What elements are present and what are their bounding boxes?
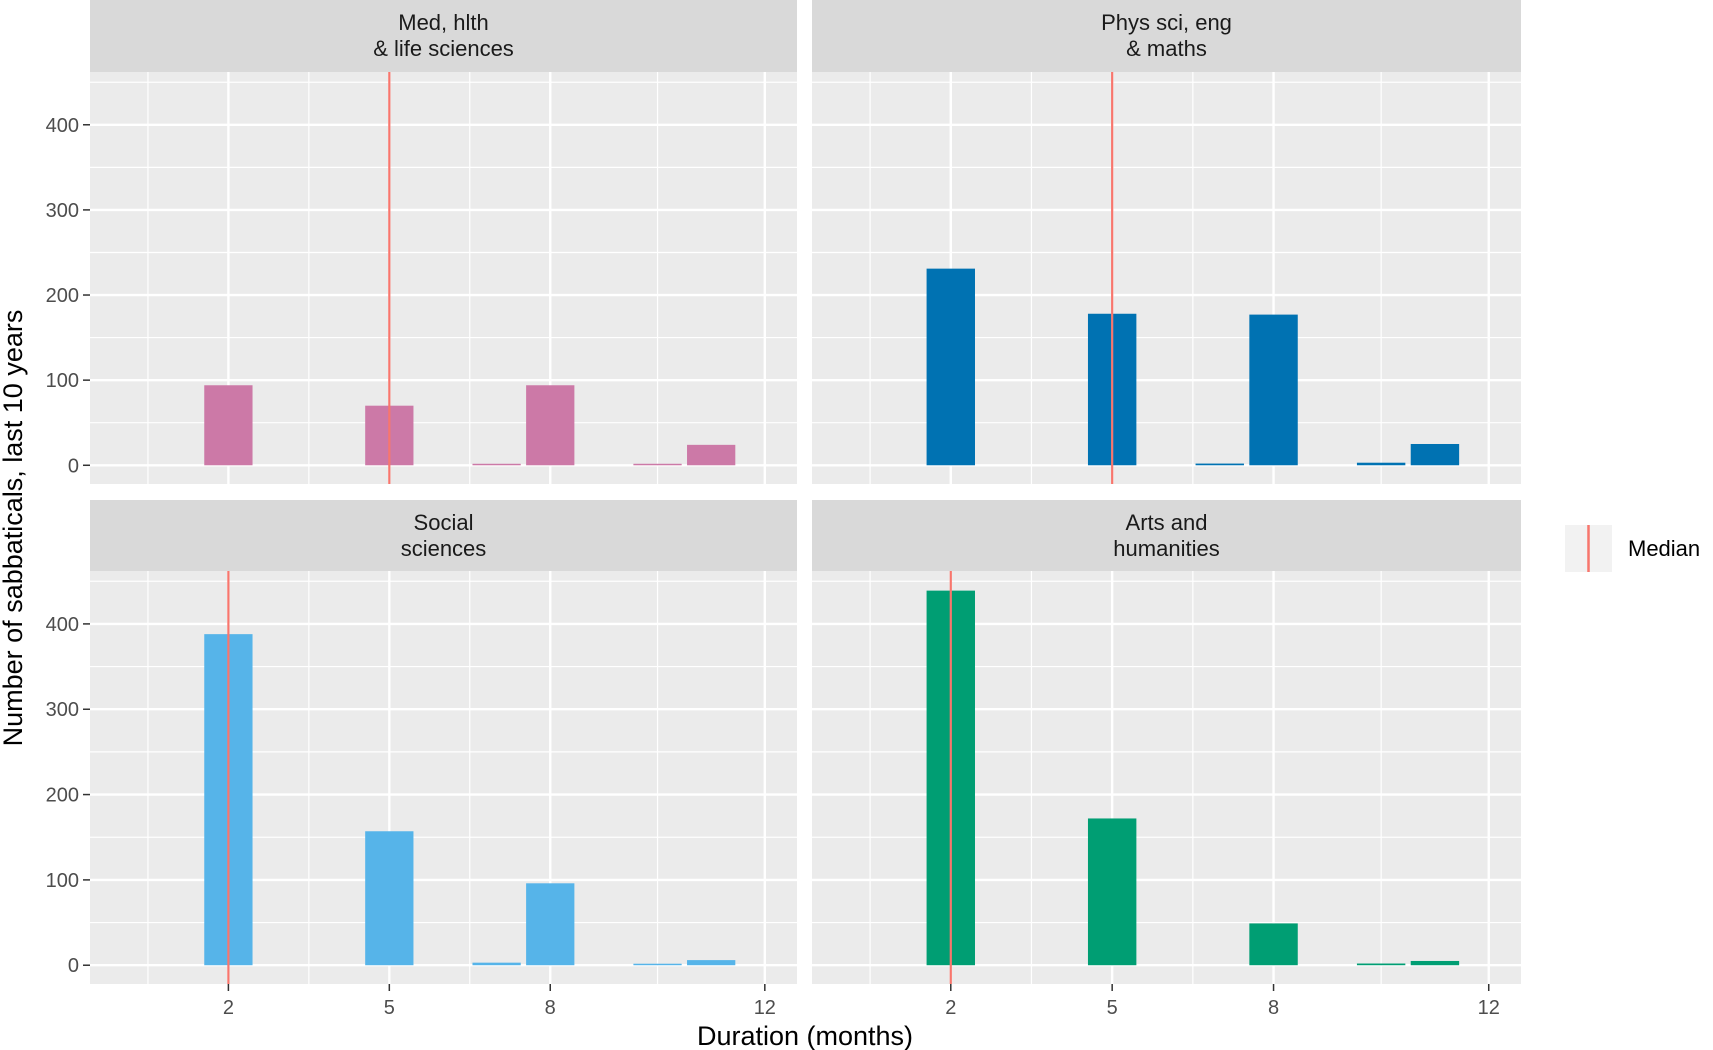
x-tick-label: 12 (1478, 997, 1500, 1019)
y-tick-label: 400 (46, 614, 79, 636)
bar (687, 444, 736, 466)
facet-strip (90, 500, 797, 571)
bar (1249, 923, 1298, 966)
y-tick-label: 400 (46, 115, 79, 137)
facet-panel: Med, hlth& life sciences 0 100 200 300 400 (46, 0, 797, 484)
y-tick-label: 100 (46, 870, 79, 892)
x-axis-title: Duration (months) (697, 1021, 913, 1050)
facet-title: & life sciences (373, 36, 514, 61)
bar (526, 883, 575, 966)
x-tick-label: 5 (1107, 997, 1118, 1019)
facet-strip (812, 0, 1521, 72)
facet-title: humanities (1113, 536, 1219, 561)
facet-title: Med, hlth (398, 10, 489, 35)
facet-title: sciences (401, 536, 487, 561)
y-tick-label: 0 (68, 455, 79, 477)
bar (1356, 963, 1406, 966)
facet-title: & maths (1126, 36, 1207, 61)
y-axis-title: Number of sabbaticals, last 10 years (0, 310, 28, 747)
bar (633, 463, 682, 466)
legend-label-median: Median (1628, 536, 1700, 561)
x-tick-label: 8 (1268, 997, 1279, 1019)
y-tick-label: 300 (46, 200, 79, 222)
y-tick-label: 200 (46, 785, 79, 807)
x-tick-label: 12 (754, 997, 776, 1019)
x-tick-label: 2 (945, 997, 956, 1019)
bar (1087, 818, 1137, 966)
facet-title: Phys sci, eng (1101, 10, 1232, 35)
bar (1410, 960, 1460, 966)
facet-panel: Phys sci, eng& maths (812, 0, 1521, 484)
legend: Median (1565, 525, 1700, 572)
bar (1356, 462, 1406, 466)
y-tick-label: 100 (46, 370, 79, 392)
bar (365, 831, 414, 966)
x-tick-label: 2 (223, 997, 234, 1019)
bar (687, 960, 736, 966)
facet-title: Social (414, 510, 474, 535)
facet-strip (90, 0, 797, 72)
bar (1195, 463, 1244, 466)
bar (472, 962, 521, 966)
bar (204, 385, 253, 466)
y-tick-label: 200 (46, 285, 79, 307)
bar (472, 463, 521, 466)
x-tick-label: 5 (384, 997, 395, 1019)
y-tick-label: 300 (46, 699, 79, 721)
facet-title: Arts and (1126, 510, 1208, 535)
bar (1410, 443, 1460, 466)
bar (926, 268, 975, 466)
bar (633, 963, 682, 966)
y-tick-label: 0 (68, 955, 79, 977)
x-tick-label: 8 (545, 997, 556, 1019)
bar (1249, 314, 1298, 466)
bar (526, 385, 575, 466)
facet-strip (812, 500, 1521, 571)
